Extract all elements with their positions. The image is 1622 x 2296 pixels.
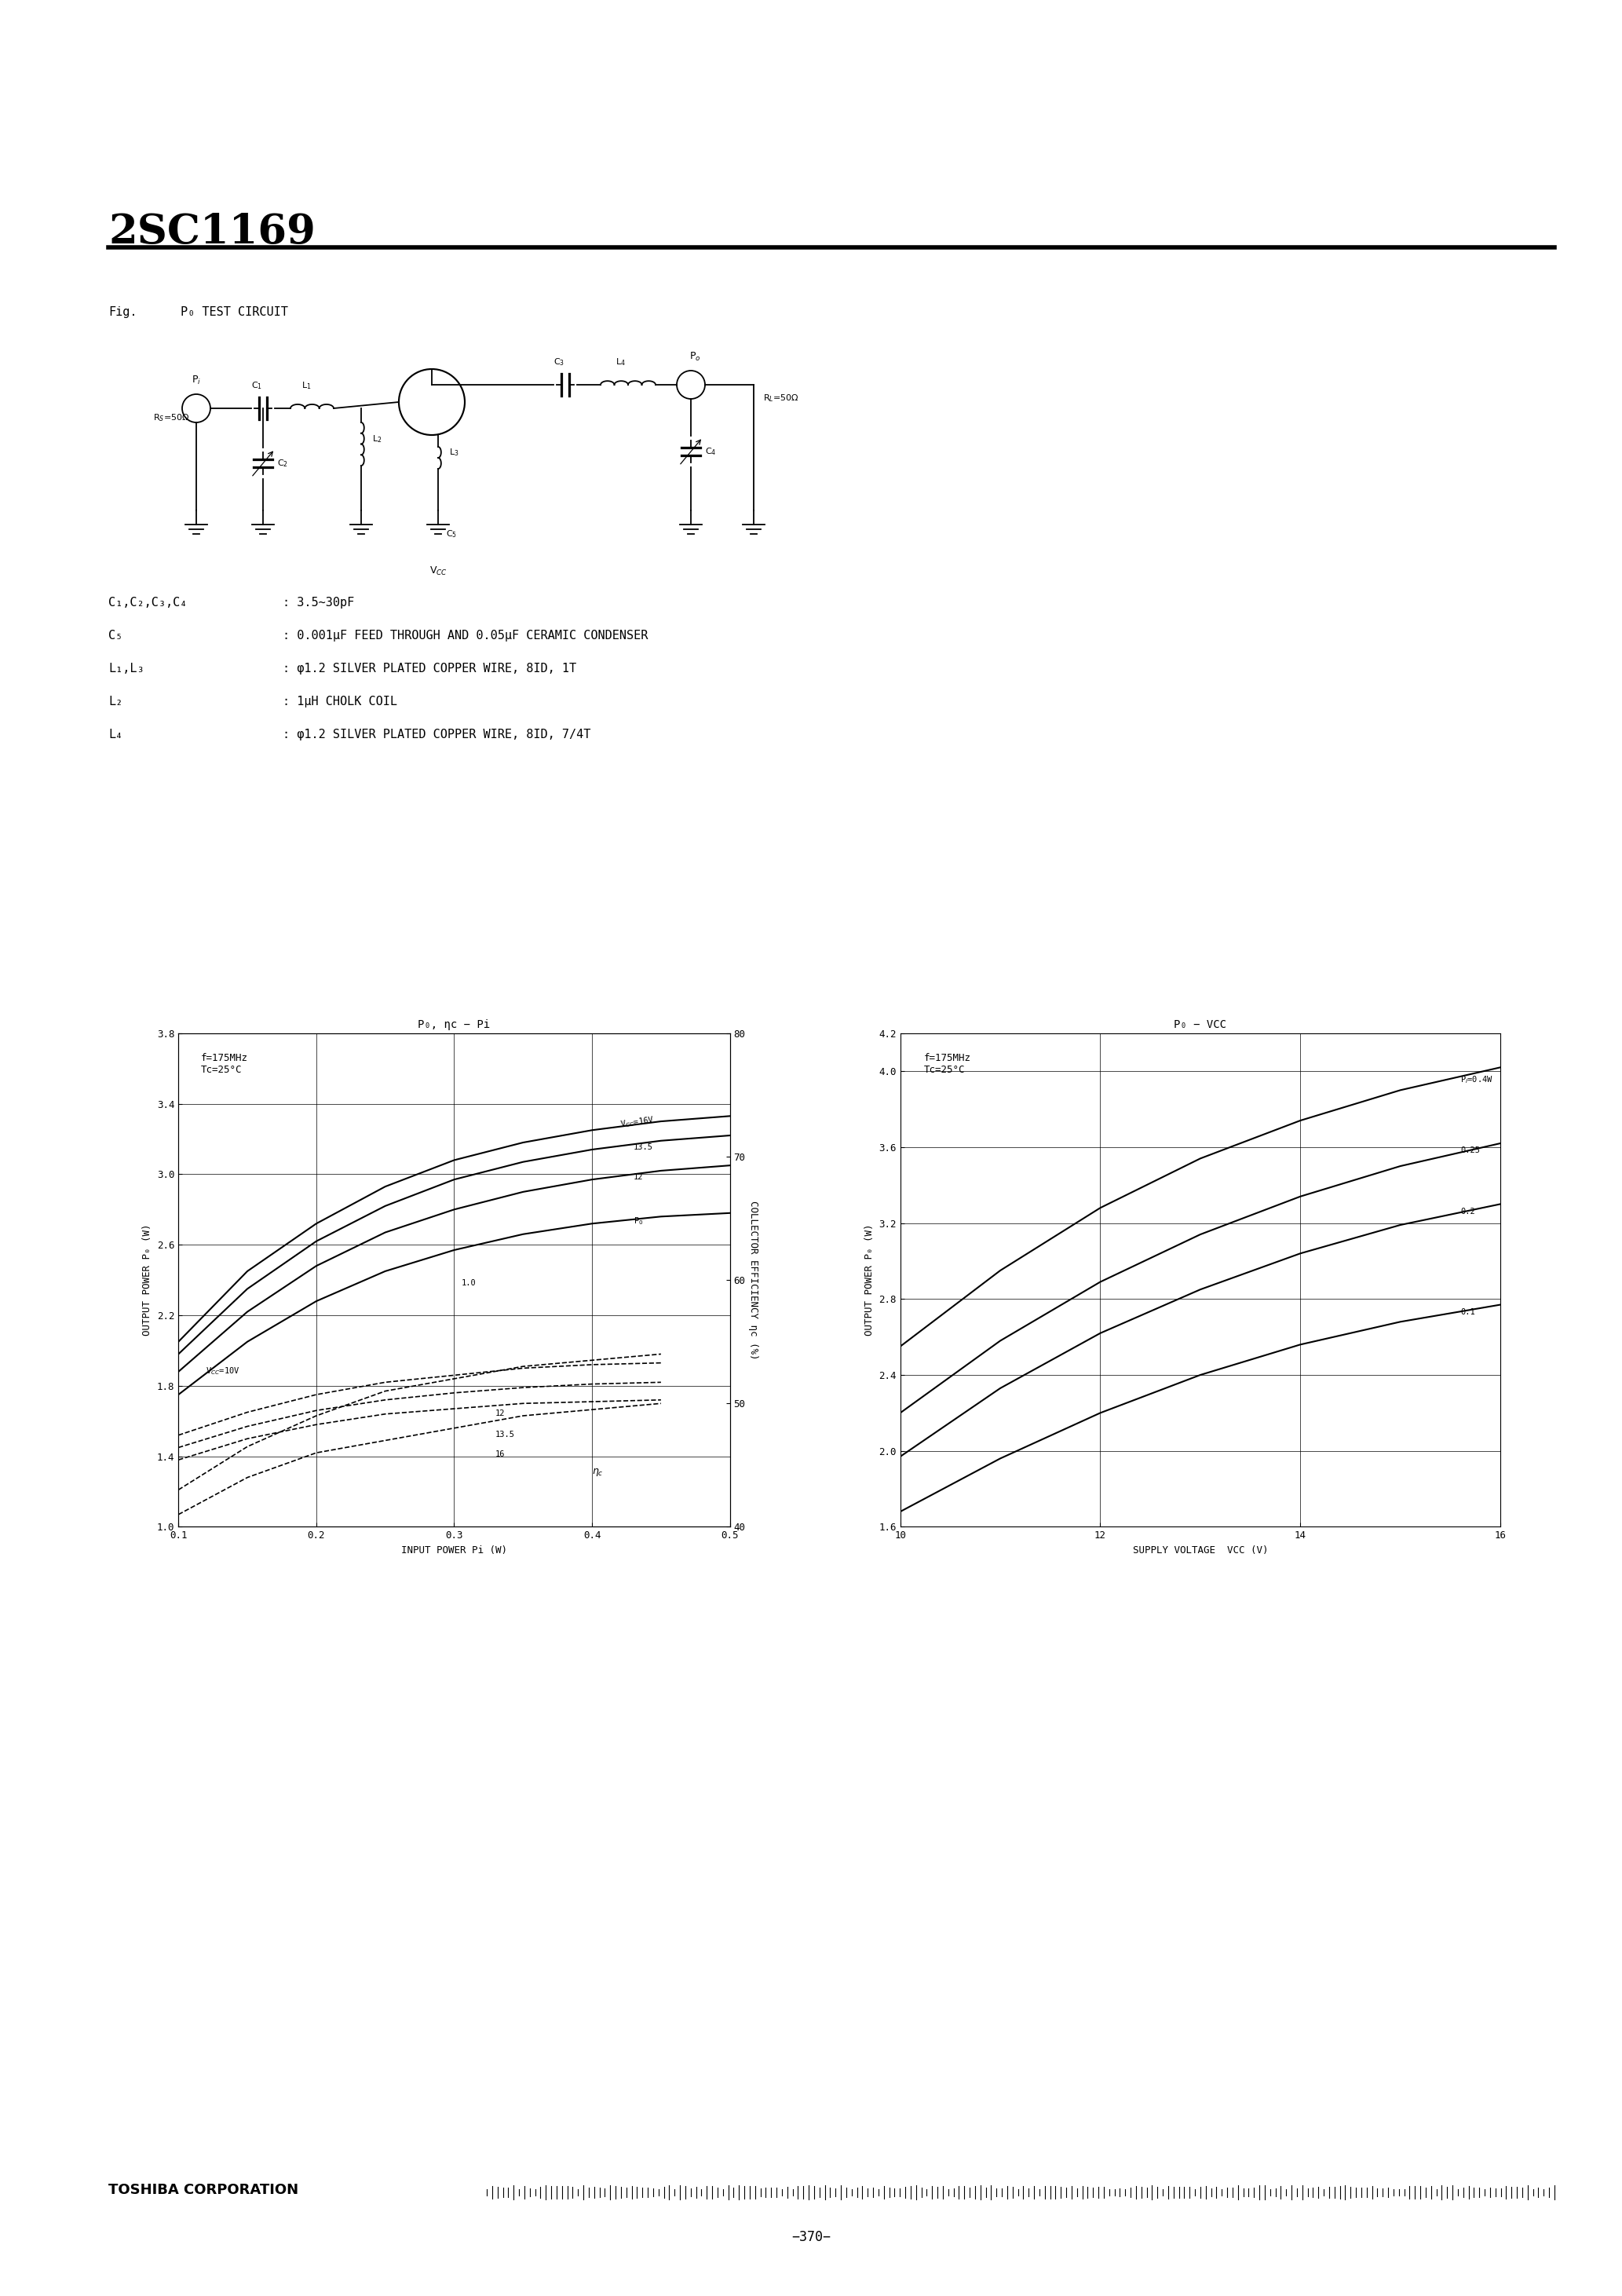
- Text: : 3.5~30pF: : 3.5~30pF: [282, 597, 354, 608]
- Title: P₀ − VCC: P₀ − VCC: [1174, 1019, 1226, 1031]
- Text: 12: 12: [633, 1173, 644, 1180]
- Text: : φ1.2 SILVER PLATED COPPER WIRE, 8ID, 1T: : φ1.2 SILVER PLATED COPPER WIRE, 8ID, 1…: [282, 664, 576, 675]
- Text: C$_5$: C$_5$: [446, 528, 457, 540]
- Text: C$_2$: C$_2$: [277, 457, 289, 468]
- Text: TOSHIBA CORPORATION: TOSHIBA CORPORATION: [109, 2183, 298, 2197]
- Text: L$_2$: L$_2$: [371, 434, 381, 445]
- Text: L$_1$: L$_1$: [302, 381, 311, 390]
- Text: 12: 12: [496, 1410, 506, 1417]
- Text: 16: 16: [496, 1451, 506, 1458]
- Text: C₁,C₂,C₃,C₄: C₁,C₂,C₃,C₄: [109, 597, 187, 608]
- Text: : 0.001μF FEED THROUGH AND 0.05μF CERAMIC CONDENSER: : 0.001μF FEED THROUGH AND 0.05μF CERAMI…: [282, 629, 649, 641]
- Text: 1.0: 1.0: [461, 1279, 475, 1286]
- Text: C$_3$: C$_3$: [553, 356, 564, 367]
- Text: 0.25: 0.25: [1460, 1146, 1479, 1155]
- Text: 13.5: 13.5: [496, 1430, 516, 1440]
- Text: P$_i$=0.4W: P$_i$=0.4W: [1460, 1075, 1494, 1086]
- Text: L$_3$: L$_3$: [449, 448, 459, 457]
- Text: 0.2: 0.2: [1460, 1208, 1474, 1215]
- Text: : φ1.2 SILVER PLATED COPPER WIRE, 8ID, 7/4T: : φ1.2 SILVER PLATED COPPER WIRE, 8ID, 7…: [282, 728, 590, 742]
- Text: L₂: L₂: [109, 696, 123, 707]
- Text: P$_i$: P$_i$: [191, 374, 201, 386]
- Y-axis label: OUTPUT POWER P₀ (W): OUTPUT POWER P₀ (W): [143, 1224, 152, 1336]
- Text: L$_4$: L$_4$: [615, 356, 624, 367]
- Title: P₀, ηc − Pi: P₀, ηc − Pi: [418, 1019, 490, 1031]
- Text: 2SC1169: 2SC1169: [109, 211, 316, 253]
- X-axis label: SUPPLY VOLTAGE  VCC (V): SUPPLY VOLTAGE VCC (V): [1132, 1545, 1268, 1554]
- Text: R$_S$=50Ω: R$_S$=50Ω: [152, 413, 190, 422]
- Text: P$_o$: P$_o$: [689, 351, 701, 363]
- Text: : 1μH CHOLK COIL: : 1μH CHOLK COIL: [282, 696, 397, 707]
- Text: V$_{CC}$=10V: V$_{CC}$=10V: [206, 1366, 240, 1375]
- Text: 13.5: 13.5: [633, 1143, 654, 1150]
- Text: Fig.: Fig.: [109, 305, 136, 319]
- Text: $\eta_c$: $\eta_c$: [592, 1467, 603, 1479]
- Text: 0.1: 0.1: [1460, 1309, 1474, 1316]
- Y-axis label: OUTPUT POWER P₀ (W): OUTPUT POWER P₀ (W): [865, 1224, 874, 1336]
- Text: V$_{CC}$: V$_{CC}$: [430, 565, 448, 576]
- Text: f=175MHz
Tc=25°C: f=175MHz Tc=25°C: [925, 1054, 972, 1075]
- Text: C$_4$: C$_4$: [706, 445, 717, 457]
- Text: C₅: C₅: [109, 629, 123, 641]
- Text: P₀ TEST CIRCUIT: P₀ TEST CIRCUIT: [180, 305, 289, 319]
- Text: R$_L$=50Ω: R$_L$=50Ω: [762, 393, 800, 404]
- Text: V$_{CC}$=16V: V$_{CC}$=16V: [620, 1114, 655, 1130]
- Text: −370−: −370−: [792, 2229, 830, 2243]
- Y-axis label: COLLECTOR EFFICIENCY ηc (%): COLLECTOR EFFICIENCY ηc (%): [748, 1201, 759, 1359]
- Text: C$_1$: C$_1$: [251, 381, 263, 390]
- Text: P$_0$: P$_0$: [633, 1217, 644, 1226]
- Text: L₄: L₄: [109, 728, 123, 742]
- X-axis label: INPUT POWER Pi (W): INPUT POWER Pi (W): [401, 1545, 508, 1554]
- Text: f=175MHz
Tc=25°C: f=175MHz Tc=25°C: [201, 1054, 248, 1075]
- Text: L₁,L₃: L₁,L₃: [109, 664, 144, 675]
